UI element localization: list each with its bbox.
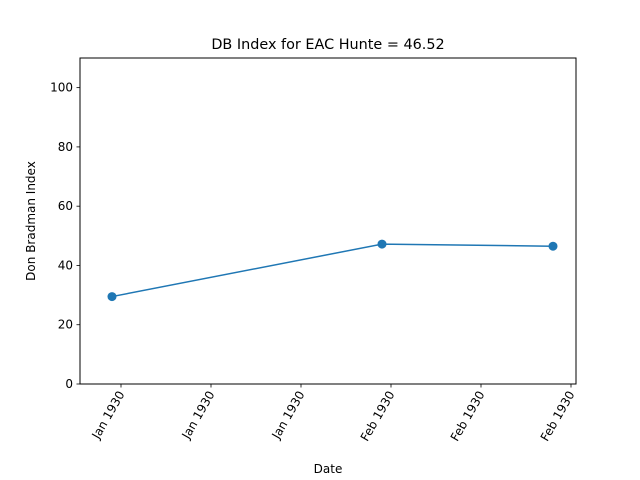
data-point bbox=[107, 292, 117, 302]
y-tick-label: 80 bbox=[58, 140, 73, 154]
chart-title: DB Index for EAC Hunte = 46.52 bbox=[211, 37, 444, 53]
x-axis-label: Date bbox=[314, 462, 343, 476]
y-tick-label: 40 bbox=[58, 258, 73, 272]
plot-frame bbox=[79, 57, 577, 385]
data-point bbox=[377, 239, 387, 249]
y-tick-label: 100 bbox=[50, 81, 73, 95]
y-tick-label: 20 bbox=[58, 318, 73, 332]
y-tick-label: 60 bbox=[58, 199, 73, 213]
series-layer bbox=[107, 239, 558, 302]
y-axis-ticks: 0 20 40 60 80 100 bbox=[50, 81, 80, 391]
y-axis-label: Don Bradman Index bbox=[24, 161, 38, 281]
y-tick-label: 0 bbox=[65, 377, 73, 391]
data-point bbox=[548, 241, 558, 251]
